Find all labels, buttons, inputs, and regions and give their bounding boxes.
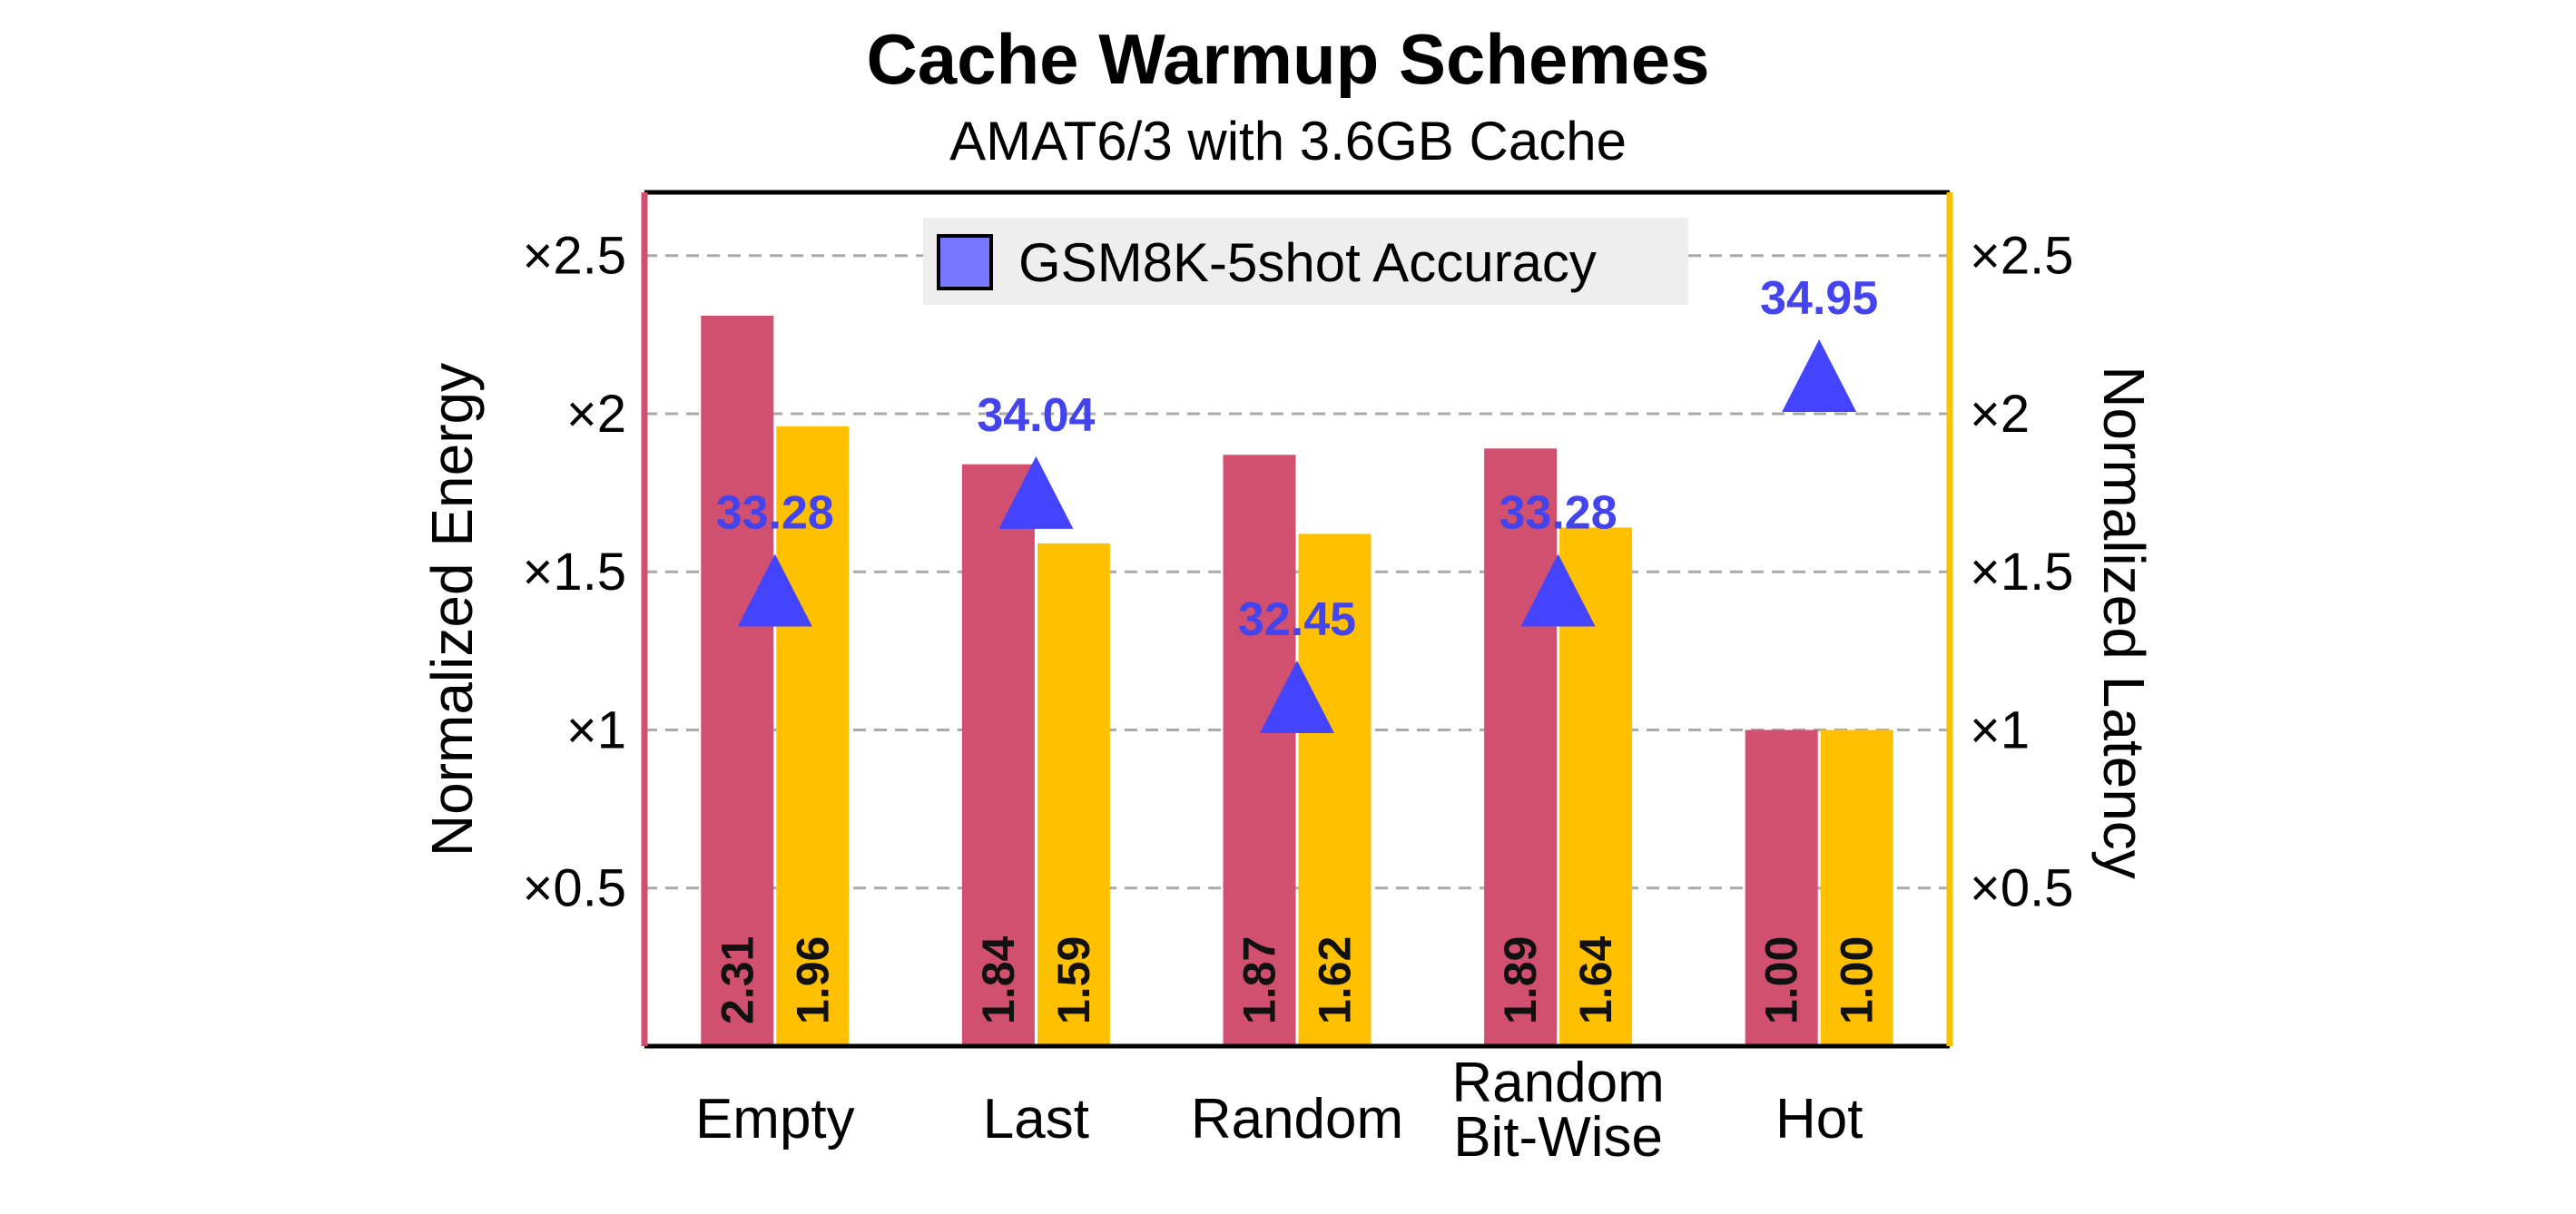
bar	[961, 464, 1035, 1046]
y-tick-label-left: ×2.5	[523, 227, 627, 286]
axes	[641, 190, 1953, 1049]
y-tick-label-left: ×2	[566, 385, 626, 444]
bar-value-label: 1.96	[787, 936, 838, 1024]
x-category-label: Bit-Wise	[1453, 1106, 1663, 1169]
bar-value-label: 1.00	[1756, 936, 1807, 1024]
y-tick-label-left: ×1.5	[523, 543, 627, 602]
chart-title: Cache Warmup Schemes	[866, 19, 1709, 99]
accuracy-value-label: 32.45	[1238, 593, 1356, 646]
legend-marker-swatch	[937, 234, 993, 290]
legend-background	[923, 218, 1688, 305]
bar-value-label: 2.31	[712, 936, 762, 1024]
accuracy-value-label: 34.95	[1760, 272, 1878, 325]
y-axis-label-right: Normalized Latency	[2091, 366, 2157, 879]
tick-labels: ×0.5 ×0.5 ×1 ×1 ×1.5 ×1.5 ×2 ×2 ×2.5 ×2.5	[523, 227, 2074, 918]
bar	[1820, 729, 1893, 1046]
legend-label: GSM8K-5shot Accuracy	[1018, 232, 1597, 293]
bar	[1037, 543, 1110, 1046]
chart-subtitle: AMAT6/3 with 3.6GB Cache	[949, 111, 1627, 171]
accuracy-marker	[1782, 339, 1857, 412]
bar	[1484, 448, 1558, 1046]
bar-value-label: 1.59	[1048, 936, 1099, 1024]
y-tick-label-right: ×2	[1970, 385, 2030, 444]
accuracy-marker	[1520, 553, 1596, 627]
accuracy-value-label: 33.28	[1499, 486, 1617, 539]
accuracy-marker	[737, 553, 812, 627]
bar-value-label: 1.87	[1234, 936, 1285, 1024]
y-axis-label-left: Normalized Energy	[419, 363, 485, 857]
accuracy-markers: 33.28 34.04 32.45 33.28 34.95	[716, 272, 1878, 733]
bar-value-label: 1.00	[1832, 936, 1883, 1024]
y-tick-label-right: ×0.5	[1970, 859, 2074, 918]
bar	[1298, 534, 1372, 1046]
accuracy-marker	[1260, 661, 1334, 733]
x-category-label: Hot	[1775, 1088, 1863, 1150]
bar-value-label: 1.64	[1570, 935, 1621, 1024]
y-tick-label-left: ×0.5	[523, 859, 627, 918]
bar-value-label: 1.84	[973, 935, 1024, 1024]
accuracy-marker	[998, 455, 1074, 529]
x-category-label: Random	[1451, 1052, 1664, 1114]
y-tick-label-right: ×2.5	[1970, 227, 2074, 286]
bar-value-label: 1.89	[1495, 936, 1546, 1024]
x-category-label: Last	[983, 1088, 1089, 1150]
bar	[1745, 729, 1818, 1046]
x-category-label: Random	[1191, 1088, 1403, 1150]
bars: 2.31 1.96 1.84 1.59 1.87 1.62 1.89 1.64 1.00 1.00	[701, 315, 1893, 1047]
x-category-label: Empty	[695, 1088, 855, 1150]
accuracy-value-label: 34.04	[977, 389, 1095, 442]
y-tick-label-left: ×1	[566, 700, 626, 759]
bar-value-label: 1.62	[1310, 936, 1361, 1024]
bar	[1223, 455, 1296, 1046]
y-tick-label-right: ×1.5	[1970, 543, 2074, 602]
bar	[701, 315, 774, 1046]
legend: GSM8K-5shot Accuracy	[923, 218, 1688, 305]
bar	[776, 426, 850, 1047]
accuracy-value-label: 33.28	[716, 486, 834, 539]
y-tick-label-right: ×1	[1970, 700, 2030, 759]
